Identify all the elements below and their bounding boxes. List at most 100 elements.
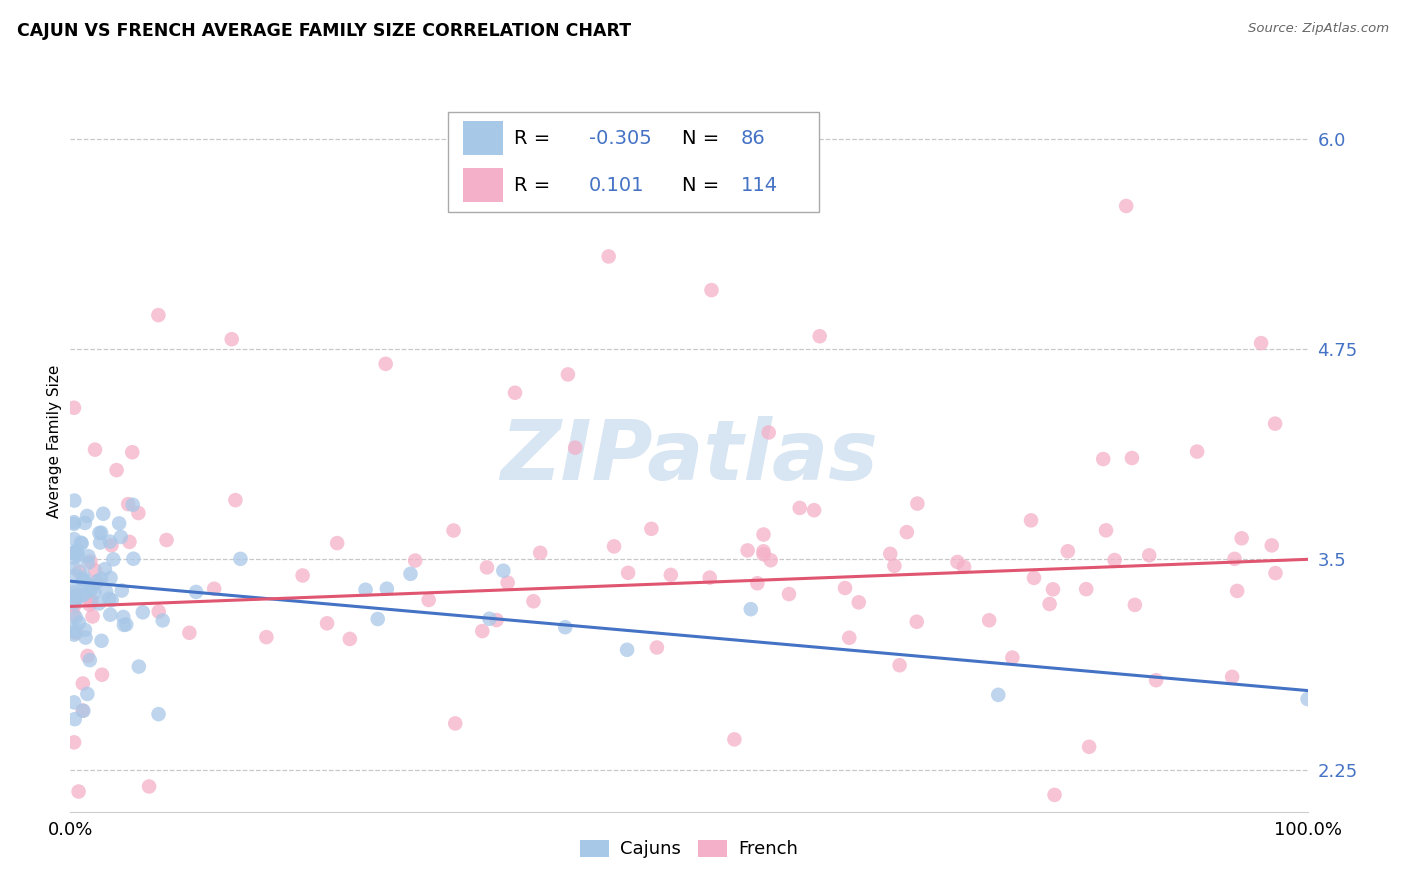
Point [100,571,122,585]
Point [723,732,745,747]
Point [66,588,89,602]
Point [291,568,314,582]
Point [105,463,128,477]
Point [63,624,86,639]
Point [73,516,96,530]
Point [79,582,101,597]
Point [63,590,86,604]
Point [184,585,207,599]
Point [1104,553,1126,567]
Point [598,250,620,264]
Point [254,630,277,644]
Point [108,516,131,531]
Point [617,566,640,580]
Point [63,545,86,559]
Point [98,534,121,549]
Point [77,549,100,564]
Point [603,540,626,554]
Point [780,157,803,171]
Point [72,704,94,718]
Point [90,525,112,540]
Point [63,596,86,610]
Point [564,441,586,455]
Point [83,585,105,599]
Point [752,527,775,541]
Point [103,552,125,566]
Point [848,595,870,609]
Point [80,593,103,607]
Point [896,525,918,540]
Point [808,329,831,343]
Point [80,582,103,596]
Point [1076,582,1098,596]
Point [72,588,94,602]
Point [63,582,86,597]
Point [155,533,177,547]
Point [179,625,201,640]
Point [529,546,551,560]
Point [1043,788,1066,802]
Point [1144,673,1167,688]
Point [316,616,339,631]
Point [82,609,104,624]
Point [76,508,98,523]
Point [112,610,135,624]
Point [63,532,86,546]
Point [110,530,132,544]
Point [354,582,377,597]
Point [100,593,122,607]
Point [339,632,361,646]
Text: ZIPatlas: ZIPatlas [501,416,877,497]
Point [65,626,87,640]
Point [1220,670,1243,684]
Point [67,784,90,798]
Point [72,676,94,690]
Point [98,607,121,622]
Point [89,535,111,549]
Point [879,547,901,561]
Point [73,570,96,584]
Point [1022,571,1045,585]
Point [63,712,86,726]
Point [63,735,86,749]
Point [838,631,860,645]
Point [63,589,86,603]
Point [496,575,519,590]
Point [84,574,107,589]
Point [63,493,86,508]
Point [100,538,122,552]
Point [72,573,94,587]
Point [1042,582,1064,597]
Point [1261,538,1284,552]
Point [645,640,668,655]
Point [737,543,759,558]
Point [1078,739,1101,754]
Point [79,598,101,612]
Point [63,628,86,642]
Point [1250,336,1272,351]
Point [76,648,98,663]
Point [1226,583,1249,598]
Point [79,653,101,667]
Point [758,425,780,440]
Point [63,561,86,575]
Point [138,780,160,794]
Point [905,615,928,629]
Point [66,543,89,558]
Point [1115,199,1137,213]
Point [91,507,114,521]
Point [803,503,825,517]
Point [63,515,86,529]
Text: Source: ZipAtlas.com: Source: ZipAtlas.com [1249,22,1389,36]
Point [72,573,94,587]
Point [326,536,349,550]
Point [752,547,775,561]
Point [84,442,107,457]
Point [485,613,508,627]
Point [367,612,389,626]
Point [554,620,576,634]
Point [946,555,969,569]
Point [63,516,86,531]
Point [132,605,155,619]
Point [148,308,170,322]
